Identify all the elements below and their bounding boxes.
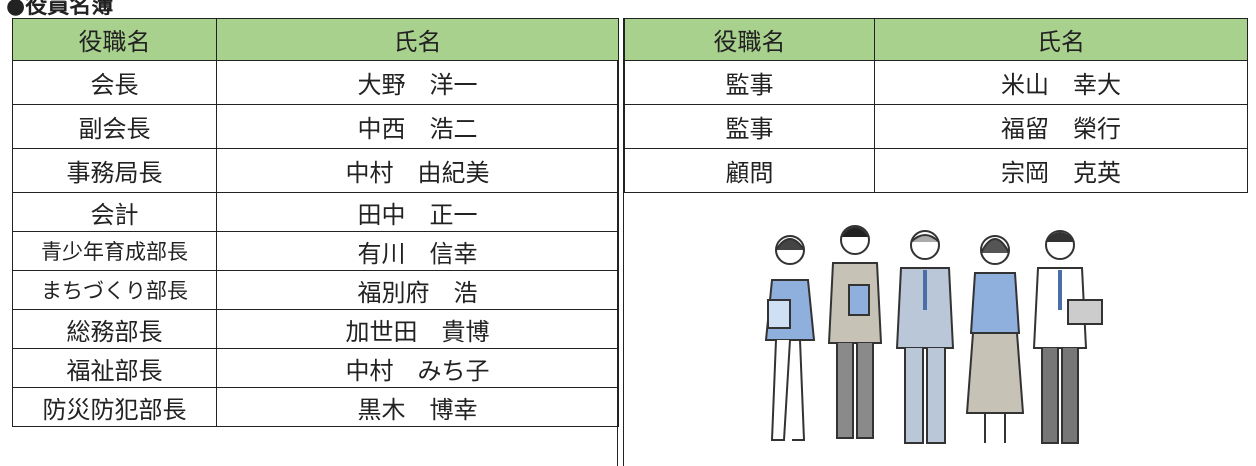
name-cell: 黒木 博幸 xyxy=(216,387,619,427)
role-cell: 顧問 xyxy=(624,148,875,193)
role-cell: 福祉部長 xyxy=(12,348,217,388)
name-cell: 有川 信幸 xyxy=(216,231,619,271)
double-rule xyxy=(617,18,618,466)
name-cell: 福別府 浩 xyxy=(216,270,619,310)
double-rule xyxy=(623,18,624,466)
role-cell: 副会長 xyxy=(12,104,217,149)
heading: ●役員名簿 xyxy=(6,0,114,19)
role-cell: 事務局長 xyxy=(12,148,217,193)
name-cell: 加世田 貴博 xyxy=(216,309,619,349)
name-cell: 田中 正一 xyxy=(216,192,619,232)
name-cell: 宗岡 克英 xyxy=(874,148,1248,193)
role-cell: 監事 xyxy=(624,104,875,149)
role-cell: 会計 xyxy=(12,192,217,232)
role-cell: 防災防犯部長 xyxy=(12,387,217,427)
role-cell: まちづくり部長 xyxy=(12,270,217,310)
name-cell: 米山 幸大 xyxy=(874,60,1248,105)
header-cell: 役職名 xyxy=(12,18,217,61)
header-cell: 役職名 xyxy=(624,18,875,61)
header-cell: 氏名 xyxy=(874,18,1248,61)
name-cell: 福留 榮行 xyxy=(874,104,1248,149)
role-cell: 監事 xyxy=(624,60,875,105)
name-cell: 中村 由紀美 xyxy=(216,148,619,193)
name-cell: 中西 浩二 xyxy=(216,104,619,149)
header-cell: 氏名 xyxy=(216,18,619,61)
role-cell: 総務部長 xyxy=(12,309,217,349)
name-cell: 大野 洋一 xyxy=(216,60,619,105)
name-cell: 中村 みち子 xyxy=(216,348,619,388)
staff-illustration xyxy=(764,225,1103,444)
role-cell: 青少年育成部長 xyxy=(12,231,217,271)
role-cell: 会長 xyxy=(12,60,217,105)
